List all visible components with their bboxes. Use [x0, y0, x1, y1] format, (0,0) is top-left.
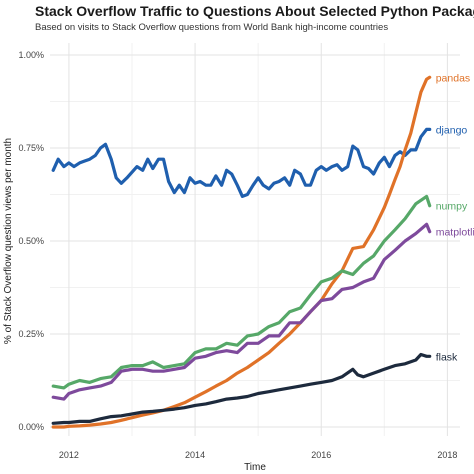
series-line-numpy [51, 194, 432, 390]
series-label-matplotlib: matplotlib [436, 227, 474, 239]
x-tick-label: 2014 [185, 450, 205, 460]
series-label-numpy: numpy [436, 201, 468, 213]
x-tick-label: 2012 [59, 450, 79, 460]
y-tick-label: 0.25% [18, 329, 44, 339]
y-tick-label: 0.50% [18, 236, 44, 246]
series-label-django: django [436, 124, 468, 136]
y-tick-label: 0.75% [18, 143, 44, 153]
x-tick-label: 2016 [311, 450, 331, 460]
x-axis-title: Time [244, 462, 266, 473]
chart-title: Stack Overflow Traffic to Questions Abou… [35, 3, 474, 19]
series-label-pandas: pandas [436, 72, 470, 84]
series-line-matplotlib [51, 222, 432, 401]
series-line-flask [51, 352, 432, 425]
y-tick-label: 0.00% [18, 422, 44, 432]
x-tick-label: 2018 [437, 450, 457, 460]
series-line-pandas [51, 75, 432, 429]
series-line-django [51, 127, 432, 198]
series-label-flask: flask [436, 351, 458, 363]
y-axis-title: % of Stack Overflow question views per m… [3, 138, 14, 344]
y-tick-label: 1.00% [18, 50, 44, 60]
chart-subtitle: Based on visits to Stack Overflow questi… [35, 22, 389, 33]
